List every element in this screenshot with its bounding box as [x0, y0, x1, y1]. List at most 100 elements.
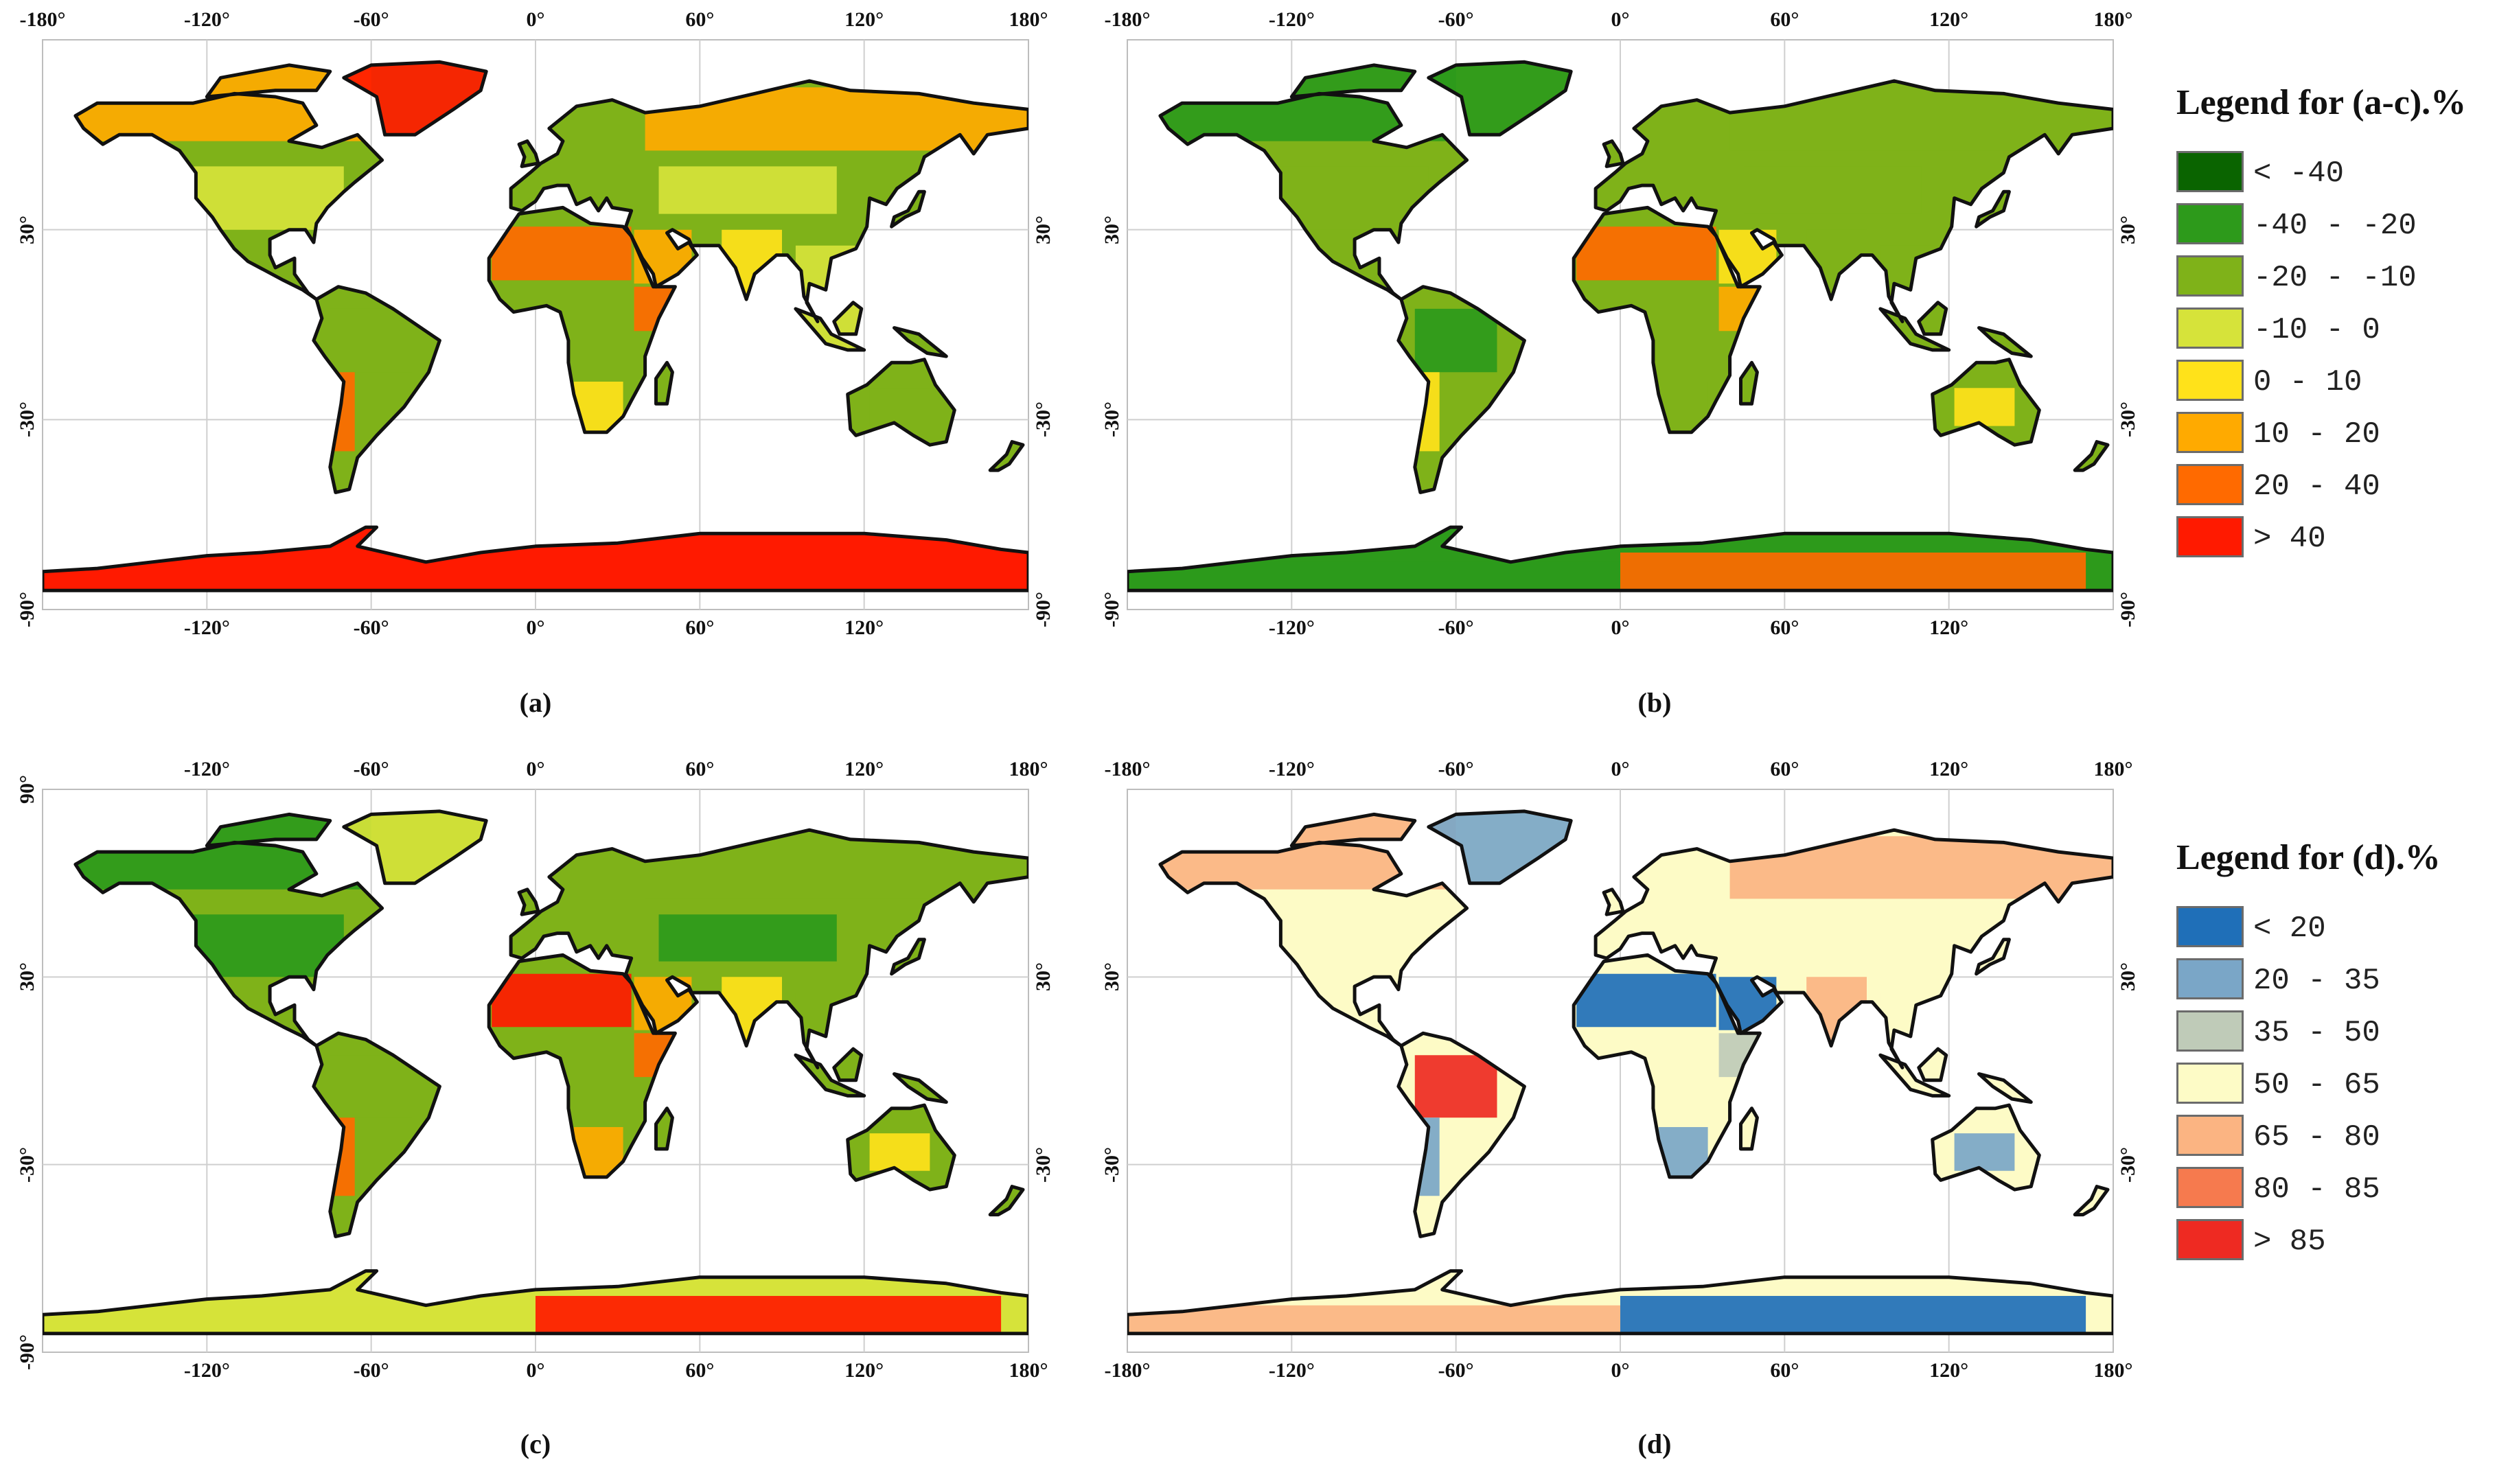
- bottom-tick-label: 180°: [2093, 1359, 2133, 1382]
- region-safrica: [573, 1127, 623, 1177]
- region-sahara: [492, 973, 632, 1028]
- bottom-tick-label: 60°: [1770, 1359, 1799, 1382]
- map-b: [1127, 39, 2114, 610]
- bottom-tick-label: 0°: [526, 1359, 545, 1382]
- legend-label: > 85: [2253, 1225, 2326, 1259]
- top-tick-label: -120°: [1268, 758, 1315, 780]
- bottom-tick-label: 120°: [1929, 616, 1969, 639]
- map-a: [42, 39, 1029, 610]
- legend-swatch: [2176, 360, 2244, 401]
- bottom-tick-label: -60°: [1438, 616, 1474, 639]
- map-d: [1127, 789, 2114, 1353]
- coastlines: [43, 60, 1028, 592]
- region-amazon: [330, 308, 413, 373]
- panel-d-label: (d): [1637, 1428, 1672, 1459]
- right-tick-label: 30°: [2117, 962, 2139, 992]
- legend-swatch: [2176, 1115, 2244, 1156]
- top-tick-label: 180°: [2093, 758, 2133, 780]
- bottom-tick-label: 0°: [526, 616, 545, 639]
- legend-a-c-title: Legend for (a-c).%: [2176, 83, 2467, 122]
- legend-swatch: [2176, 464, 2244, 505]
- region-antW: [43, 1305, 536, 1334]
- left-tick-label: -30°: [16, 1146, 38, 1183]
- top-tick-label: 120°: [844, 758, 884, 780]
- legend-label: 65 - 80: [2253, 1120, 2380, 1155]
- legend-swatch: [2176, 1063, 2244, 1104]
- legend-swatch: [2176, 958, 2244, 999]
- top-tick-label: -180°: [19, 8, 66, 31]
- legend-swatch: [2176, 906, 2244, 947]
- left-tick-label: -90°: [16, 1334, 38, 1370]
- value-regions: [1127, 811, 2113, 1334]
- panel-a: (a) -180° -120° -60° 0° 60° 120° 180° -120° -60°…: [0, 0, 1098, 741]
- coastlines: [43, 809, 1028, 1336]
- bottom-tick-label: 60°: [1770, 616, 1799, 639]
- region-siberia: [1729, 836, 2113, 899]
- top-tick-label: -120°: [183, 758, 230, 780]
- region-antW: [1127, 561, 1620, 591]
- right-tick-label: -30°: [1032, 1146, 1055, 1183]
- bottom-tick-label: 120°: [844, 616, 884, 639]
- region-sahara: [1576, 227, 1716, 281]
- legend-swatch: [2176, 308, 2244, 349]
- top-tick-label: 0°: [526, 8, 545, 31]
- legend-swatch: [2176, 203, 2244, 244]
- top-tick-label: 0°: [1611, 8, 1630, 31]
- top-tick-label: 60°: [685, 758, 715, 780]
- region-greenland: [1428, 62, 1572, 135]
- left-tick-label: 30°: [1101, 962, 1123, 992]
- region-australiaIn: [1954, 388, 2015, 426]
- legend-swatch: [2176, 412, 2244, 453]
- landmass-japan: [891, 192, 925, 227]
- right-tick-label: 30°: [2117, 215, 2139, 244]
- region-sahara: [492, 227, 632, 281]
- region-antE: [1620, 553, 2086, 591]
- left-tick-label: -90°: [1101, 592, 1123, 627]
- panel-c-label: (c): [520, 1428, 551, 1459]
- legend-a-c: Legend for (a-c).% < -40 -40 - -20 -20 - -…: [2176, 82, 2492, 577]
- left-tick-label: 30°: [16, 962, 38, 992]
- top-tick-label: -180°: [1104, 758, 1151, 780]
- bottom-tick-label: -120°: [183, 1359, 230, 1382]
- landmass-newGuinea: [1979, 327, 2032, 357]
- coastlines: [1127, 809, 2113, 1336]
- legend-label: 80 - 85: [2253, 1172, 2380, 1207]
- bottom-tick-label: -120°: [183, 616, 230, 639]
- bottom-tick-label: 0°: [1611, 616, 1630, 639]
- region-usa: [1278, 166, 1429, 230]
- landmass-japan: [1976, 939, 2010, 974]
- bottom-tick-label: -60°: [1438, 1359, 1474, 1382]
- legend-label: 20 - 40: [2253, 469, 2380, 504]
- panel-b: (b) -180° -120° -60° 0° 60° 120° 180° -120° -60°…: [1085, 0, 2183, 741]
- legend-label: 0 - 10: [2253, 365, 2362, 399]
- region-australiaIn: [869, 1133, 930, 1171]
- top-tick-label: 60°: [1770, 8, 1799, 31]
- legend-label: > 40: [2253, 522, 2326, 556]
- left-tick-label: -30°: [1101, 1146, 1123, 1183]
- region-australiaIn: [869, 388, 930, 426]
- top-tick-label: -60°: [1438, 8, 1474, 31]
- legend-label: 10 - 20: [2253, 417, 2380, 452]
- region-siberia: [645, 87, 1028, 151]
- bottom-tick-label: 60°: [685, 1359, 715, 1382]
- coastlines: [1127, 60, 2113, 592]
- legend-label: 35 - 50: [2253, 1016, 2380, 1050]
- top-tick-label: 120°: [1929, 8, 1969, 31]
- bottom-tick-label: 120°: [844, 1359, 884, 1382]
- region-usa: [1278, 914, 1429, 977]
- landmass-newGuinea: [1979, 1074, 2032, 1102]
- region-centralAsia: [658, 914, 837, 962]
- panel-a-label: (a): [519, 687, 552, 718]
- map-c: [42, 789, 1029, 1353]
- region-antW: [43, 561, 536, 591]
- region-antE: [536, 1296, 1002, 1334]
- top-tick-label: 180°: [1009, 758, 1048, 780]
- panel-c: (c) -120° -60° 0° 60° 120° 180° -120° -60° 0° 60°…: [0, 748, 1098, 1484]
- region-siberia: [1729, 87, 2113, 151]
- landmass-japan: [1976, 192, 2010, 227]
- legend-label: -40 - -20: [2253, 209, 2417, 243]
- legend-swatch: [2176, 1167, 2244, 1208]
- top-tick-label: -60°: [1438, 758, 1474, 780]
- region-amazon: [1414, 308, 1497, 373]
- region-safrica: [1658, 382, 1708, 432]
